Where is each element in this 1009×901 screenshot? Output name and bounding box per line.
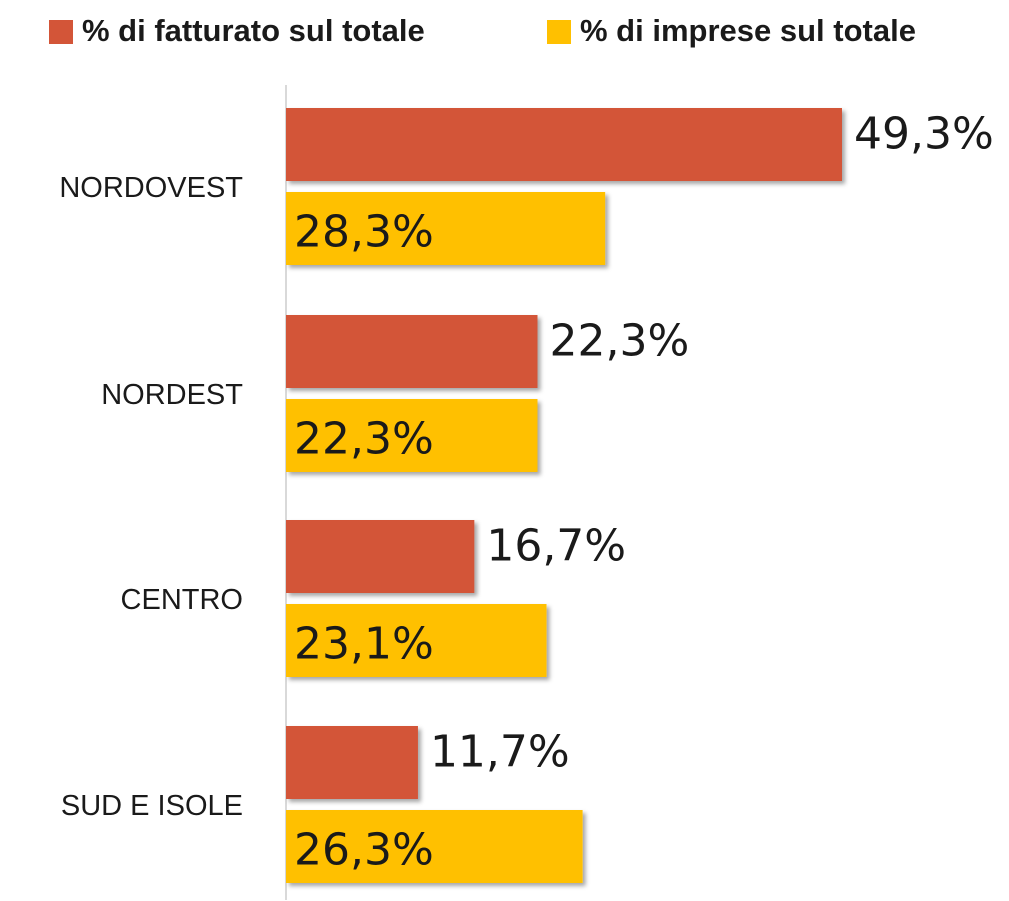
category-label: CENTRO bbox=[121, 584, 243, 616]
value-label: 49,3% bbox=[854, 109, 994, 160]
value-label: 22,3% bbox=[294, 414, 434, 465]
bar bbox=[286, 726, 418, 799]
value-label: 26,3% bbox=[294, 825, 434, 876]
bar bbox=[286, 192, 606, 265]
value-label: 22,3% bbox=[549, 316, 689, 367]
bar bbox=[286, 810, 583, 883]
category-label: SUD E ISOLE bbox=[61, 790, 243, 822]
bar bbox=[286, 315, 538, 388]
value-label: 28,3% bbox=[294, 207, 434, 258]
bar bbox=[286, 604, 547, 677]
bar bbox=[286, 399, 538, 472]
category-label: NORDEST bbox=[101, 379, 243, 411]
value-label: 16,7% bbox=[486, 521, 626, 572]
value-label: 11,7% bbox=[430, 727, 570, 778]
bar bbox=[286, 520, 475, 593]
legend-swatch bbox=[49, 20, 73, 44]
category-label: NORDOVEST bbox=[59, 172, 243, 204]
legend-label: % di imprese sul totale bbox=[580, 13, 916, 48]
bar bbox=[286, 108, 842, 181]
legend-label: % di fatturato sul totale bbox=[82, 13, 425, 48]
value-label: 23,1% bbox=[294, 619, 434, 670]
legend-swatch bbox=[547, 20, 571, 44]
